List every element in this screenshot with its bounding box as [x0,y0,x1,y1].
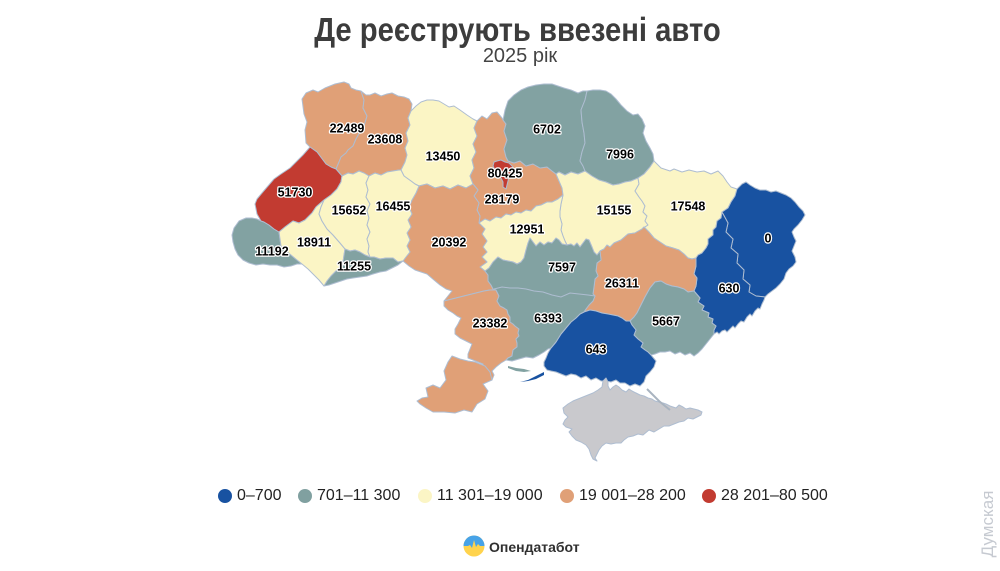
svg-text:6393: 6393 [534,312,562,326]
svg-text:5667: 5667 [652,315,680,329]
svg-text:51730: 51730 [278,186,313,200]
svg-text:18911: 18911 [297,236,331,250]
svg-text:643: 643 [586,343,607,357]
svg-text:20392: 20392 [432,236,467,250]
svg-text:22489: 22489 [330,122,365,136]
svg-text:6702: 6702 [533,123,561,137]
svg-text:7597: 7597 [548,261,576,275]
svg-text:0: 0 [765,232,772,246]
svg-text:28179: 28179 [485,193,520,207]
svg-text:17548: 17548 [671,200,706,214]
svg-text:13450: 13450 [426,150,461,164]
svg-text:15155: 15155 [597,204,632,218]
svg-text:11255: 11255 [337,260,371,274]
svg-text:12951: 12951 [510,223,545,237]
svg-text:16455: 16455 [376,200,411,214]
svg-text:630: 630 [719,282,740,296]
svg-text:80425: 80425 [488,167,523,181]
svg-text:23608: 23608 [368,133,403,147]
svg-text:11192: 11192 [255,245,288,259]
svg-text:26311: 26311 [605,277,639,291]
svg-text:7996: 7996 [606,148,634,162]
svg-text:23382: 23382 [473,317,508,331]
svg-text:15652: 15652 [332,204,367,218]
